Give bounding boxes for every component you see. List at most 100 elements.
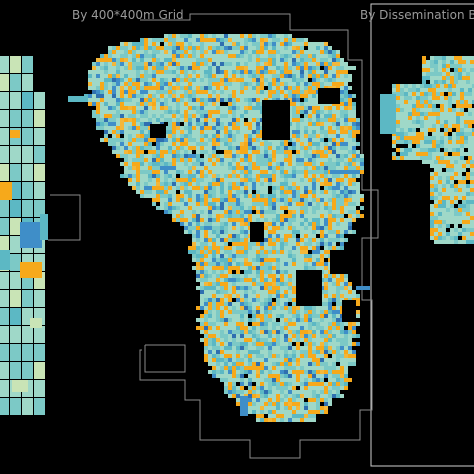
grid-cell	[316, 42, 320, 46]
grid-cell	[236, 58, 240, 62]
grid-cell	[140, 54, 144, 58]
grid-cell	[260, 142, 264, 146]
grid-cell	[268, 174, 272, 178]
grid-cell	[276, 158, 280, 162]
grid-cell	[268, 370, 272, 374]
grid-cell	[320, 70, 324, 74]
grid-cell	[292, 346, 296, 350]
grid-cell	[316, 202, 320, 206]
grid-cell	[308, 214, 312, 218]
grid-cell	[196, 270, 200, 274]
grid-cell	[192, 94, 196, 98]
grid-cell	[328, 70, 332, 74]
grid-cell	[128, 130, 132, 134]
grid-cell	[280, 282, 284, 286]
grid-cell	[312, 146, 316, 150]
grid-cell	[292, 86, 296, 90]
grid-cell	[100, 78, 104, 82]
grid-cell	[208, 334, 212, 338]
grid-cell	[136, 186, 140, 190]
grid-cell	[332, 234, 336, 238]
grid-cell	[348, 190, 352, 194]
grid-cell	[340, 94, 344, 98]
grid-cell	[328, 394, 332, 398]
grid-cell	[256, 370, 260, 374]
grid-cell	[320, 142, 324, 146]
grid-cell	[240, 330, 244, 334]
grid-cell	[328, 114, 332, 118]
grid-cell	[352, 162, 356, 166]
grid-cell	[256, 166, 260, 170]
grid-cell	[304, 334, 308, 338]
grid-cell	[280, 262, 284, 266]
grid-cell	[332, 206, 336, 210]
grid-cell	[276, 46, 280, 50]
community-polygon	[22, 344, 33, 361]
grid-cell	[160, 66, 164, 70]
grid-cell	[188, 174, 192, 178]
grid-cell	[252, 74, 256, 78]
dissemination-area	[416, 104, 420, 108]
grid-cell	[292, 182, 296, 186]
grid-cell	[284, 286, 288, 290]
grid-cell	[156, 78, 160, 82]
grid-cell	[144, 138, 148, 142]
grid-cell	[104, 102, 108, 106]
grid-cell	[328, 370, 332, 374]
grid-cell	[236, 306, 240, 310]
grid-cell	[240, 202, 244, 206]
grid-cell	[236, 70, 240, 74]
grid-cell	[160, 86, 164, 90]
grid-cell	[316, 350, 320, 354]
grid-cell	[236, 150, 240, 154]
grid-cell	[272, 390, 276, 394]
grid-cell	[208, 86, 212, 90]
grid-cell	[204, 334, 208, 338]
grid-cell	[216, 358, 220, 362]
grid-cell	[220, 154, 224, 158]
grid-cell	[96, 62, 100, 66]
dissemination-area	[408, 84, 412, 88]
grid-cell	[204, 262, 208, 266]
grid-cell	[296, 38, 300, 42]
grid-cell	[288, 342, 292, 346]
grid-cell	[172, 106, 176, 110]
grid-cell	[216, 130, 220, 134]
grid-cell	[208, 106, 212, 110]
grid-cell	[180, 130, 184, 134]
grid-cell	[220, 66, 224, 70]
grid-cell	[220, 194, 224, 198]
grid-cell	[324, 182, 328, 186]
grid-cell	[256, 366, 260, 370]
grid-cell	[308, 314, 312, 318]
community-polygon	[0, 92, 9, 109]
grid-cell	[280, 70, 284, 74]
grid-cell	[300, 326, 304, 330]
grid-cell	[324, 194, 328, 198]
grid-cell	[268, 206, 272, 210]
grid-cell	[176, 182, 180, 186]
grid-cell	[348, 350, 352, 354]
grid-cell	[104, 98, 108, 102]
grid-cell	[268, 234, 272, 238]
grid-cell	[280, 406, 284, 410]
grid-cell	[168, 42, 172, 46]
grid-cell	[156, 154, 160, 158]
grid-cell	[152, 146, 156, 150]
grid-cell	[276, 154, 280, 158]
grid-cell	[188, 50, 192, 54]
grid-cell	[264, 414, 268, 418]
grid-cell	[324, 110, 328, 114]
grid-cell	[304, 150, 308, 154]
grid-cell	[328, 282, 332, 286]
grid-cell	[216, 138, 220, 142]
grid-cell	[308, 358, 312, 362]
grid-cell	[104, 114, 108, 118]
grid-cell	[304, 318, 308, 322]
grid-cell	[120, 42, 124, 46]
grid-cell	[252, 282, 256, 286]
grid-cell	[180, 114, 184, 118]
grid-cell	[260, 54, 264, 58]
grid-cell	[280, 322, 284, 326]
grid-cell	[192, 98, 196, 102]
